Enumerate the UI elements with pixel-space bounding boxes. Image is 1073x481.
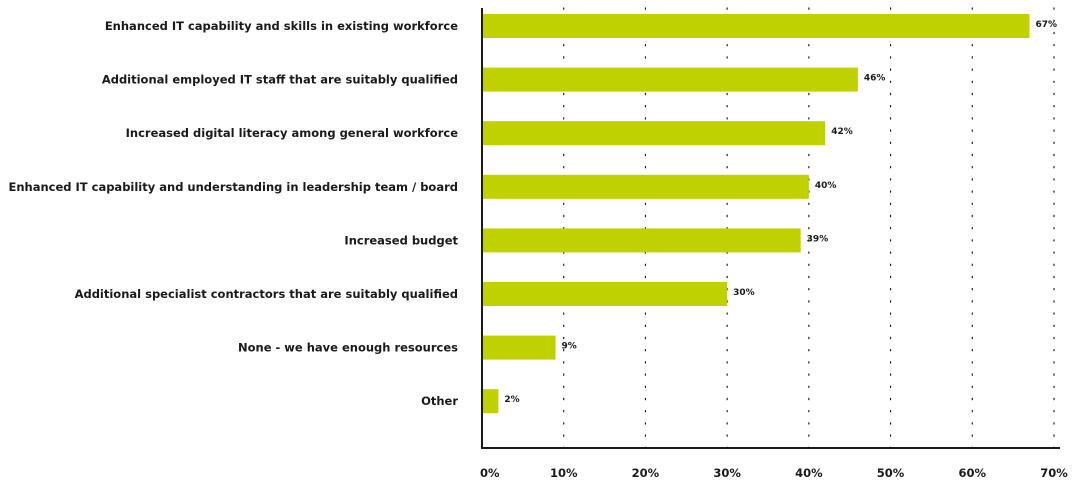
bar	[482, 14, 1030, 38]
data-label: 46%	[864, 74, 886, 84]
data-label: 40%	[815, 181, 837, 191]
data-label: 67%	[1035, 20, 1057, 30]
x-tick-label: 30%	[713, 466, 741, 480]
x-tick-label: 20%	[632, 466, 660, 480]
x-tick-label: 70%	[1040, 466, 1068, 480]
x-tick-label: 40%	[795, 466, 823, 480]
category-label: Additional employed IT staff that are su…	[102, 73, 458, 87]
category-label: Increased budget	[344, 233, 458, 247]
category-label: Enhanced IT capability and understanding…	[8, 180, 458, 194]
x-tick-label: 60%	[959, 466, 987, 480]
data-label: 9%	[562, 342, 577, 352]
bar	[482, 174, 809, 199]
bar	[482, 389, 499, 414]
category-label: Increased digital literacy among general…	[126, 126, 459, 140]
data-label: 42%	[831, 127, 853, 137]
x-tick-label: 50%	[877, 466, 905, 480]
data-label: 2%	[504, 395, 519, 405]
bar	[482, 67, 858, 92]
bar	[482, 228, 801, 253]
x-tick-label: 10%	[550, 466, 578, 480]
bar	[482, 282, 728, 306]
x-tick-label: 0%	[480, 466, 500, 480]
data-label: 30%	[733, 288, 755, 298]
data-label: 39%	[807, 234, 829, 244]
bar	[482, 335, 556, 360]
labels: Enhanced IT capability and skills in exi…	[8, 19, 1068, 480]
category-label: None - we have enough resources	[238, 341, 458, 355]
axes	[481, 8, 1060, 449]
bars	[482, 14, 1030, 414]
bar	[482, 121, 826, 146]
category-label: Additional specialist contractors that a…	[75, 287, 458, 301]
category-label: Other	[421, 394, 458, 408]
category-label: Enhanced IT capability and skills in exi…	[105, 19, 458, 33]
